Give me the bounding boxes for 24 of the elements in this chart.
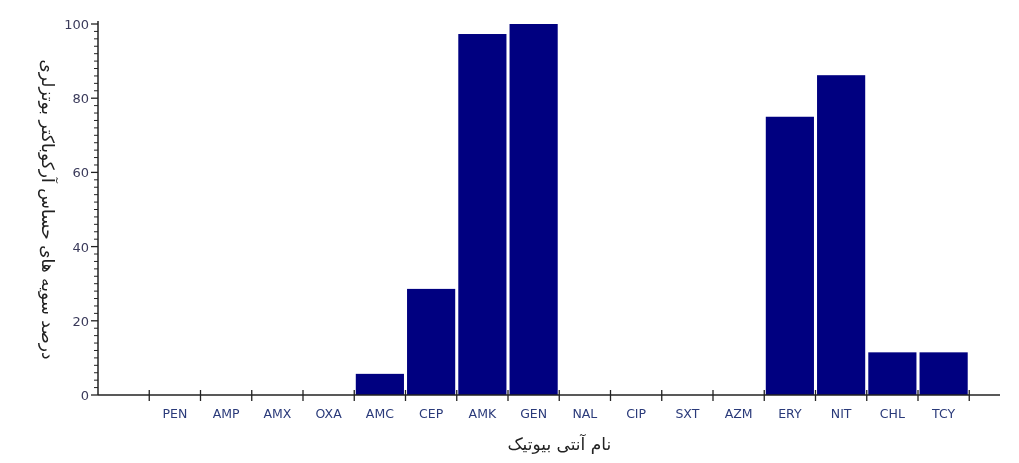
y-tick-label: 0 <box>80 388 89 403</box>
x-tick-label: ERY <box>778 406 802 421</box>
x-axis-title: نام آنتی بیوتیک <box>507 433 612 454</box>
x-tick-label: AMC <box>365 406 395 421</box>
x-tick-label: AMK <box>468 406 497 421</box>
y-tick-label: 80 <box>72 91 89 107</box>
x-tick-label: GEN <box>520 406 548 421</box>
x-tick-label: TCY <box>931 406 956 421</box>
x-tick-label: AZM <box>724 406 753 421</box>
x-tick-label: CEP <box>419 406 444 421</box>
x-tick-label: CHL <box>879 406 905 421</box>
x-tick-label: OXA <box>315 406 343 421</box>
y-axis-title: درصد سویه های حساس آرکوباکتر بوتزلری <box>38 59 59 360</box>
y-tick-label: 40 <box>72 239 89 255</box>
x-tick-label: PEN <box>162 406 188 421</box>
x-tick-label: NAL <box>572 406 598 421</box>
x-tick-label: NIT <box>830 406 852 421</box>
y-tick-label: 60 <box>72 165 89 181</box>
x-tick-label: AMX <box>263 406 292 421</box>
x-tick-label: AMP <box>212 406 241 421</box>
y-tick-label: 20 <box>72 313 89 329</box>
x-tick-label: CIP <box>626 406 647 421</box>
x-tick-label: SXT <box>675 406 700 421</box>
y-tick-label: 100 <box>64 17 89 32</box>
